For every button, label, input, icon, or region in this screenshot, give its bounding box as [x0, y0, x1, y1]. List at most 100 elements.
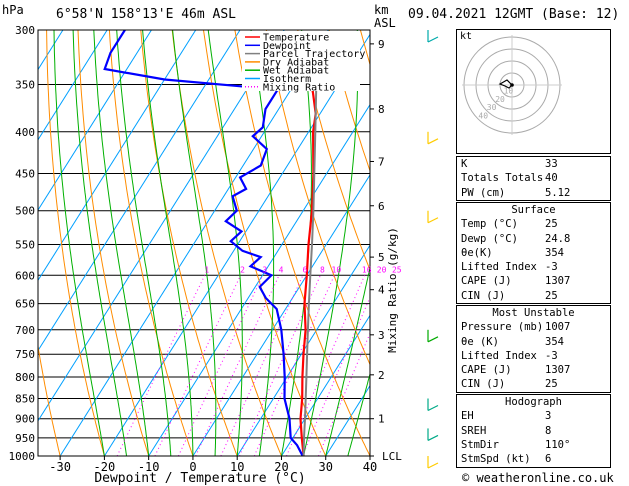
surface-label: Dewp (°C) — [461, 232, 518, 245]
hodograph_table-row: StmDir 110° — [457, 438, 610, 452]
copyright: © weatheronline.co.uk — [462, 471, 614, 485]
temperature-tick-label: 10 — [230, 460, 244, 474]
legend-label: Isotherm — [263, 74, 311, 85]
most_unstable-row: CAPE (J) 1307 — [457, 363, 610, 377]
hodograph_table-row: SREH 8 — [457, 424, 610, 438]
isotherm-line — [103, 33, 370, 456]
hpa-axis-label: hPa — [2, 3, 24, 17]
wind-barb-flag — [427, 336, 439, 343]
surface-label: Temp (°C) — [461, 218, 518, 231]
most_unstable-label: CIN (J) — [461, 378, 506, 391]
surface-value: -3 — [545, 261, 558, 274]
wind-barb-flag — [427, 217, 439, 224]
km-tick-label: 6 — [378, 200, 385, 213]
mixing-ratio-line — [116, 275, 206, 456]
dry-adiabat-line — [140, 30, 238, 456]
mixing-ratio-label: 6 — [302, 265, 307, 274]
hodograph_table-label: SREH — [461, 424, 487, 437]
hodograph_table-label: EH — [461, 410, 474, 423]
mixing-ratio-line — [195, 275, 280, 456]
wind-barb-flag — [427, 434, 439, 441]
wind-barb-flag — [427, 138, 439, 145]
most_unstable-row: Lifted Index -3 — [457, 349, 610, 363]
isotherm-line — [148, 103, 370, 456]
surface-row: CIN (J) 25 — [457, 289, 610, 303]
wind-barbs — [427, 30, 439, 469]
isotherm-line — [38, 30, 241, 352]
isotherm-line — [59, 30, 329, 456]
hodograph_table-value: 6 — [545, 453, 552, 466]
legend-box — [242, 31, 360, 91]
indices-row: Totals Totals 40 — [457, 171, 610, 185]
pressure-tick-label: 700 — [15, 324, 35, 337]
temperature-tick-label: 40 — [363, 460, 377, 474]
pressure-tick-label: 350 — [15, 79, 35, 92]
wet-adiabat-line — [207, 30, 243, 456]
pressure-tick-label: 950 — [15, 432, 35, 445]
km-tick-label: 3 — [378, 329, 385, 342]
wet-adiabat-line — [142, 30, 194, 456]
hodograph_table-value: 110° — [545, 438, 571, 451]
wet-adiabat-line — [53, 30, 105, 456]
indices-label: PW (cm) — [461, 186, 506, 199]
hodograph-panel: kt 10 20 30 40 — [456, 29, 611, 154]
surface-value: 1307 — [545, 275, 571, 288]
surface-label: Lifted Index — [461, 261, 537, 274]
most_unstable-row: CIN (J) 25 — [457, 377, 610, 391]
station-title: 6°58'N 158°13'E 46m ASL — [56, 7, 237, 22]
surface-value: 25 — [545, 289, 558, 302]
datetime-title: 09.04.2021 12GMT (Base: 12) — [408, 7, 620, 22]
mixing-ratio-line — [286, 275, 366, 456]
dry-adiabat-line — [77, 30, 150, 456]
wind-barb-flag — [427, 36, 439, 43]
km-tick-label: LCL — [382, 450, 402, 463]
surface-row: Lifted Index -3 — [457, 260, 610, 274]
indices-value: 33 — [545, 158, 558, 170]
wet-adiabat-line — [116, 30, 172, 456]
wet-adiabat-line — [93, 30, 150, 456]
most_unstable-value: 354 — [545, 335, 564, 348]
mixing-ratio-label: 3 — [262, 265, 267, 274]
legend-label: Wet Adiabat — [263, 66, 329, 77]
temperature-tick-label: -30 — [49, 460, 71, 474]
surface-table: Surface Temp (°C) 25 Dewp (°C) 24.8 θe(K) 354… — [456, 202, 611, 304]
asl-axis-label: ASL — [374, 16, 396, 30]
indices-value: 40 — [545, 172, 558, 185]
temperature-tick-label: 30 — [319, 460, 333, 474]
plot-frame — [37, 29, 371, 457]
surface-row: θe(K) 354 — [457, 246, 610, 260]
most_unstable-value: -3 — [545, 349, 558, 362]
mixing-ratio-label: 1 — [204, 265, 209, 274]
dry-adiabat-line — [612, 30, 629, 456]
pressure-tick-label: 400 — [15, 126, 35, 139]
x-axis-title: Dewpoint / Temperature (°C) — [94, 471, 305, 486]
dewpoint-line — [103, 30, 304, 456]
hodograph_table-label: StmSpd (kt) — [461, 453, 531, 466]
km-tick-label: 5 — [378, 251, 385, 264]
mixing-ratio-label: 8 — [320, 265, 325, 274]
dry-adiabat-line — [328, 30, 370, 173]
isotherm-line — [236, 244, 370, 456]
surface-row: Temp (°C) 25 — [457, 217, 610, 231]
pressure-tick-label: 450 — [15, 167, 35, 180]
indices-table: K 33 Totals Totals 40 PW (cm) 5.12 — [456, 156, 611, 201]
hodograph-table-title: Hodograph — [505, 396, 562, 408]
surface-value: 354 — [545, 246, 564, 259]
most_unstable-row: θe (K) 354 — [457, 335, 610, 349]
pressure-tick-label: 500 — [15, 205, 35, 218]
mixing-ratio-label: 25 — [392, 265, 402, 274]
hodograph-ring-label: 40 — [478, 112, 488, 121]
most_unstable-value: 25 — [545, 378, 558, 391]
hodograph_table-row: EH 3 — [457, 409, 610, 423]
pressure-tick-label: 600 — [15, 269, 35, 282]
temperature-tick-label: 20 — [274, 460, 288, 474]
pressure-tick-label: 800 — [15, 371, 35, 384]
isotherm-line — [192, 174, 370, 456]
pressure-tick-label: 750 — [15, 348, 35, 361]
wet-adiabat-line — [72, 30, 127, 456]
legend-label: Dry Adiabat — [263, 57, 329, 68]
hodograph-center — [510, 83, 514, 87]
wet-adiabat-line — [325, 265, 370, 456]
pressure-tick-label: 900 — [15, 413, 35, 426]
